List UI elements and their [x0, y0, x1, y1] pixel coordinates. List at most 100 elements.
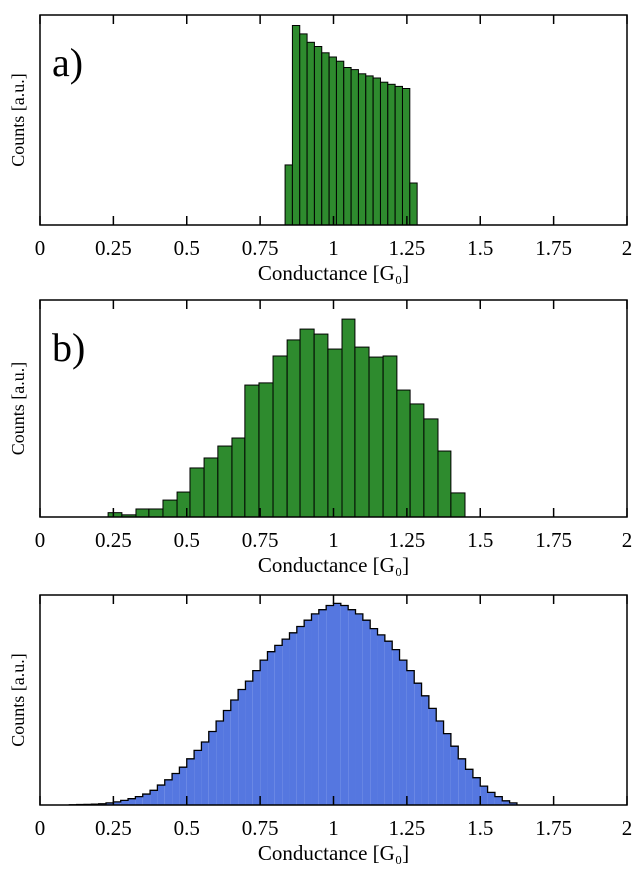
bar	[142, 794, 151, 805]
bar	[406, 670, 415, 805]
bar	[409, 182, 418, 226]
bar	[326, 605, 334, 805]
x-axis-label: Conductance [G₀]	[258, 841, 409, 865]
bar	[450, 746, 459, 805]
bar	[399, 660, 407, 805]
bar	[216, 721, 224, 805]
bar	[394, 85, 403, 226]
bar	[252, 670, 261, 805]
y-axis-label: Counts [a.u.]	[8, 653, 28, 747]
bar	[379, 81, 389, 226]
bar	[396, 389, 411, 518]
x-tick-label: 1.25	[389, 236, 426, 260]
bar	[291, 25, 301, 226]
bar	[274, 645, 283, 805]
bar	[494, 796, 503, 805]
x-tick-label: 1	[328, 236, 339, 260]
bar	[208, 731, 217, 805]
bar	[450, 492, 466, 518]
bar	[428, 708, 437, 805]
bar	[148, 508, 164, 518]
bar	[157, 785, 165, 805]
bar	[436, 721, 444, 805]
bar	[258, 382, 274, 518]
x-tick-label: 2	[622, 236, 633, 260]
bar	[372, 77, 381, 226]
bar	[509, 802, 517, 805]
x-tick-label: 0.25	[95, 236, 132, 260]
x-tick-label: 1	[328, 816, 339, 840]
bar	[299, 33, 308, 226]
bar	[186, 758, 195, 805]
x-tick-label: 1	[328, 528, 339, 552]
bar	[272, 355, 288, 518]
bar	[230, 700, 239, 805]
bar	[162, 499, 178, 518]
bar	[306, 41, 315, 226]
x-tick-label: 0.5	[174, 236, 200, 260]
bar	[113, 801, 121, 805]
x-tick-label: 1.25	[389, 528, 426, 552]
x-tick-label: 0.75	[242, 528, 279, 552]
bar	[244, 384, 260, 518]
bar	[421, 695, 429, 805]
bar	[443, 733, 451, 805]
bar	[313, 333, 329, 518]
bar	[354, 346, 370, 518]
bar	[217, 445, 233, 518]
bar	[135, 508, 150, 518]
bar	[465, 769, 473, 805]
bar	[106, 802, 114, 805]
x-axis-label: Conductance [G₀]	[258, 553, 409, 577]
x-tick-label: 1.5	[467, 236, 493, 260]
bar	[311, 613, 319, 805]
bar	[299, 328, 315, 518]
bar	[502, 800, 510, 805]
bar	[355, 613, 363, 805]
bar	[260, 660, 268, 805]
bar	[377, 634, 385, 805]
bar	[392, 649, 400, 805]
bar	[409, 403, 425, 518]
outline	[68, 602, 518, 806]
bar	[150, 790, 158, 805]
y-axis-label: Counts [a.u.]	[8, 362, 28, 456]
x-tick-label: 0.25	[95, 528, 132, 552]
bar	[245, 681, 253, 805]
bar	[289, 632, 297, 805]
x-tick-label: 1.25	[389, 816, 426, 840]
bar	[194, 750, 202, 805]
bar	[128, 798, 136, 805]
x-tick-label: 2	[622, 528, 633, 552]
bar	[176, 491, 191, 518]
x-tick-label: 1.75	[535, 528, 572, 552]
x-tick-label: 1.75	[535, 816, 572, 840]
bar	[179, 767, 187, 805]
bar	[296, 626, 305, 805]
bar	[286, 339, 301, 518]
bar	[343, 67, 352, 226]
x-tick-label: 0	[35, 528, 46, 552]
panel-label: b)	[52, 325, 85, 370]
bar	[348, 609, 356, 805]
x-tick-label: 0.25	[95, 816, 132, 840]
bar	[164, 779, 173, 805]
bar	[284, 164, 293, 226]
bar	[335, 60, 345, 226]
bar	[382, 355, 398, 518]
bar	[350, 69, 359, 226]
bar	[267, 651, 275, 805]
bar	[172, 773, 180, 805]
x-tick-label: 0.5	[174, 528, 200, 552]
bar	[437, 450, 452, 518]
bar	[201, 742, 209, 805]
bar	[362, 620, 371, 805]
bar	[135, 796, 143, 805]
bar	[368, 356, 384, 518]
bar	[458, 758, 466, 805]
bar	[231, 437, 246, 518]
bar	[365, 75, 374, 226]
bar	[401, 88, 411, 226]
bar	[282, 639, 290, 805]
